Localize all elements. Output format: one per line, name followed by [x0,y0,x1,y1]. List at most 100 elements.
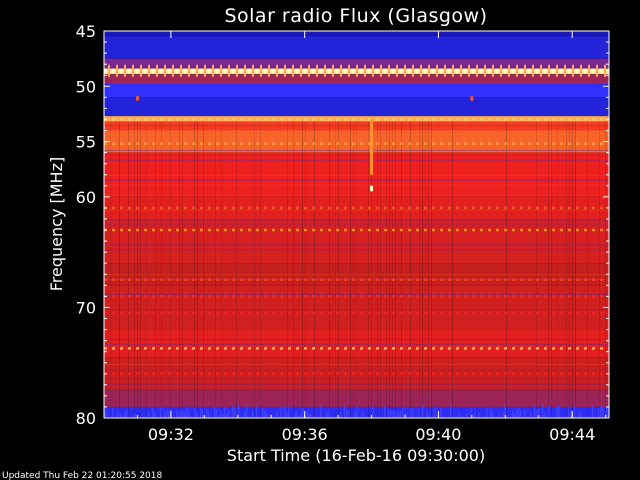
comb-spike [516,64,518,77]
time-streak [146,121,147,418]
comb-spike [324,64,326,77]
comb-spike [428,64,430,77]
low-band-speckle [478,412,480,418]
low-band-speckle [224,406,226,418]
low-band-speckle [392,410,394,418]
time-streak [422,121,423,418]
time-streak [536,121,537,418]
comb-spike [292,64,294,77]
frequency-band [104,31,609,37]
comb-spike [380,64,382,77]
heatmap [104,31,609,418]
comb-spike [188,64,190,77]
low-band-speckle [486,408,488,418]
low-band-speckle [362,410,364,418]
time-streak [221,121,222,418]
low-band-speckle [166,410,168,418]
low-band-speckle [574,405,576,418]
time-streak [254,121,255,418]
time-streak [338,121,339,418]
low-band-speckle [116,413,118,418]
low-band-speckle [284,405,286,418]
time-streak [452,121,453,418]
low-band-speckle [300,413,302,418]
comb-spike [412,64,414,77]
channel-line [104,338,609,340]
low-band-speckle [530,412,532,418]
low-band-speckle [402,407,404,418]
low-band-speckle [492,412,494,418]
comb-spike [164,64,166,77]
comb-spike [204,64,206,77]
low-band-speckle [344,406,346,418]
low-band-speckle [340,412,342,418]
low-band-speckle [164,411,166,418]
low-band-speckle [548,405,550,418]
low-band-speckle [154,411,156,418]
comb-spike [468,64,470,77]
comb-spike [116,64,118,77]
time-streak [140,121,141,418]
comb-spike [596,64,598,77]
low-band-speckle [606,406,608,418]
low-band-speckle [422,404,424,418]
low-band-speckle [578,412,580,418]
low-band-speckle [252,410,254,418]
comb-spike [588,64,590,77]
channel-line [104,279,609,281]
y-axis-title: Frequency [MHz] [47,157,66,291]
burst-event [470,96,474,101]
channel-line [104,174,609,176]
low-band-speckle [226,413,228,418]
channel-line [104,309,609,311]
low-band-speckle [306,411,308,418]
time-streak [134,121,135,418]
frequency-band [104,357,609,391]
time-streak [389,121,390,418]
low-band-speckle [308,413,310,418]
low-band-speckle [256,406,258,418]
low-band-speckle [538,408,540,418]
low-band-speckle [434,406,436,418]
comb-spike [260,64,262,77]
low-band-speckle [568,406,570,418]
low-band-speckle [520,411,522,418]
low-band-speckle [346,410,348,418]
updated-timestamp: Updated Thu Feb 22 01:20:55 2018 [2,471,163,480]
frequency-band [104,196,609,219]
channel-line [104,179,609,181]
comb-spike [108,64,110,77]
comb-spike [156,64,158,77]
burst-event [370,119,374,175]
x-axis: 09:32 09:36 09:40 09:44 [103,31,607,444]
low-band-speckle [328,408,330,418]
channel-line [104,149,609,151]
low-band-speckle [288,406,290,418]
time-streak [179,121,180,418]
low-band-speckle [294,413,296,418]
low-band-speckle [194,406,196,418]
low-band-speckle [220,410,222,418]
comb-spike [420,64,422,77]
low-band-speckle [384,406,386,418]
low-band-speckle [580,411,582,418]
y-tick-label: 50 [76,77,96,96]
channel-line [104,249,609,251]
channel-line [104,159,609,161]
low-band-speckle [296,411,298,418]
low-band-speckle [470,407,472,418]
channel-line [104,154,609,156]
low-band-speckle [602,406,604,418]
comb-spike [300,64,302,77]
low-band-speckle [320,405,322,418]
time-streak [401,121,402,418]
comb-spike [548,64,550,77]
comb-spike [388,64,390,77]
low-band-speckle [182,410,184,418]
channel-line [104,209,609,211]
comb-spike [196,64,198,77]
low-band-speckle [426,409,428,418]
x-tick-label: 09:44 [549,425,595,444]
low-band-speckle [518,408,520,418]
frequency-band [104,116,609,122]
